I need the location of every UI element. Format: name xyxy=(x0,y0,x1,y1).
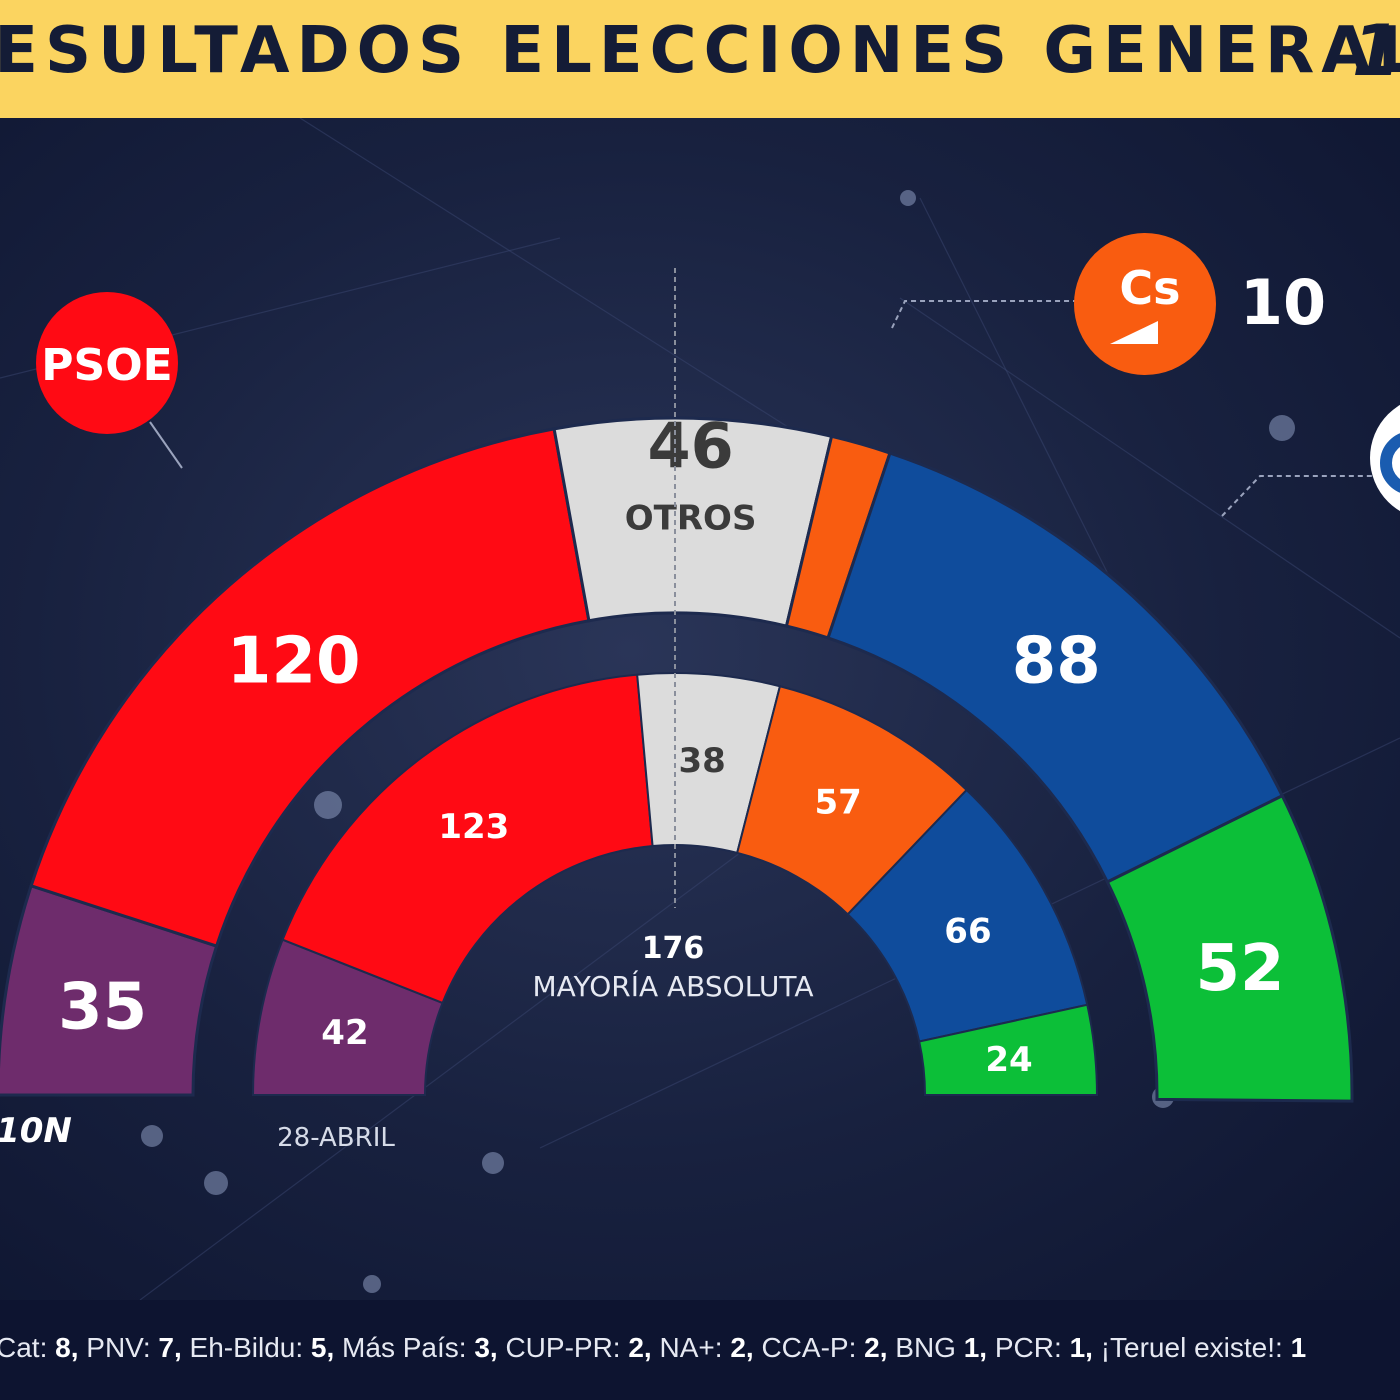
footer-party-name: PCR: xyxy=(987,1332,1070,1363)
footer-party-seats: 7, xyxy=(158,1332,182,1363)
seat-segment-28-abril-vox xyxy=(918,1003,1099,1096)
footer-party-name: Eh-Bildu: xyxy=(181,1332,311,1363)
ring-title-10n: 10N xyxy=(0,1111,72,1151)
majority-label: MAYORÍA ABSOLUTA xyxy=(533,969,814,1003)
background-dot xyxy=(900,190,916,206)
background-dot xyxy=(363,1275,381,1293)
background-dot xyxy=(204,1171,228,1195)
background-dot xyxy=(314,791,342,819)
seat-count-label: 57 xyxy=(815,782,862,822)
background-dot xyxy=(482,1152,504,1174)
footer-party-seats: 5, xyxy=(310,1332,335,1363)
footer-party-name: PNV: xyxy=(78,1332,159,1363)
footer-party-seats: 1, xyxy=(963,1332,988,1363)
background-line xyxy=(139,837,761,1300)
ring-title-28-abril: 28-ABRIL xyxy=(277,1123,395,1153)
seat-count-label: 123 xyxy=(438,807,509,847)
pp-pointer xyxy=(1221,475,1375,517)
footer-party-name: CCA-P: xyxy=(753,1332,865,1363)
background-line xyxy=(899,297,1400,639)
footer-party-seats: 3, xyxy=(474,1332,498,1363)
pp-logo-mark xyxy=(1380,433,1400,493)
header-title: RESULTADOS ELECCIONES GENERALES xyxy=(0,14,1400,88)
seat-count-label: 88 xyxy=(1012,625,1101,699)
chart-area: 35 120 46 OTROS 88 52 42 123 38 57 66 24 176 MAYORÍA … xyxy=(0,118,1400,1300)
cs-seat-count: 10 xyxy=(1240,266,1326,339)
cs-logo-text: Cs xyxy=(1119,261,1180,315)
seat-segment-10n-psoe xyxy=(29,427,591,948)
background-dot xyxy=(1269,415,1295,441)
seat-count-label: 46 xyxy=(647,410,733,483)
seat-segment-28-abril-psoe xyxy=(281,673,654,1005)
footer-party-seats: 2, xyxy=(628,1332,652,1363)
footer-party-name: NA+: xyxy=(651,1332,731,1363)
footer-party-seats: 8, xyxy=(55,1332,79,1363)
background-dot xyxy=(141,1125,163,1147)
seat-count-label: 52 xyxy=(1195,932,1284,1006)
seat-count-label: 24 xyxy=(985,1040,1032,1080)
footer-party-name: CUP-PR: xyxy=(497,1332,629,1363)
footer-party-seats: 2, xyxy=(864,1332,888,1363)
footer-party-seats: 1 xyxy=(1290,1332,1307,1363)
footer-bar: Cat: 8, PNV: 7, Eh-Bildu: 5, Más País: 3… xyxy=(0,1300,1400,1400)
psoe-logo-text: PSOE xyxy=(41,340,172,391)
seat-count-label: 38 xyxy=(678,741,725,781)
header-logo: 10N xyxy=(1352,10,1400,92)
seat-sublabel: OTROS xyxy=(625,499,757,539)
psoe-logo xyxy=(36,292,178,434)
seat-count-label: 120 xyxy=(227,625,361,699)
footer-party-seats: 2, xyxy=(730,1332,754,1363)
cs-logo xyxy=(1074,233,1216,375)
seat-count-label: 66 xyxy=(944,911,991,951)
header-banner: RESULTADOS ELECCIONES GENERALES 10N xyxy=(0,0,1400,118)
cs-logo-mark xyxy=(1110,321,1158,344)
footer-party-seats: 1, xyxy=(1069,1332,1093,1363)
majority-value: 176 xyxy=(642,931,705,966)
footer-party-name: Cat: xyxy=(0,1332,56,1363)
seat-count-label: 35 xyxy=(58,970,147,1044)
footer-others-list: Cat: 8, PNV: 7, Eh-Bildu: 5, Más País: 3… xyxy=(0,1332,1306,1364)
footer-party-name: Más País: xyxy=(334,1332,475,1363)
parliament-chart: 35 120 46 OTROS 88 52 42 123 38 57 66 24 176MAYORÍA … xyxy=(0,118,1400,1300)
cs-pointer xyxy=(891,300,1080,329)
psoe-pointer xyxy=(149,421,183,469)
footer-party-name: ¡Teruel existe!: xyxy=(1092,1332,1291,1363)
footer-party-name: BNG xyxy=(887,1332,964,1363)
seat-count-label: 42 xyxy=(321,1013,368,1053)
seat-segment-10n-vox xyxy=(1105,793,1354,1103)
